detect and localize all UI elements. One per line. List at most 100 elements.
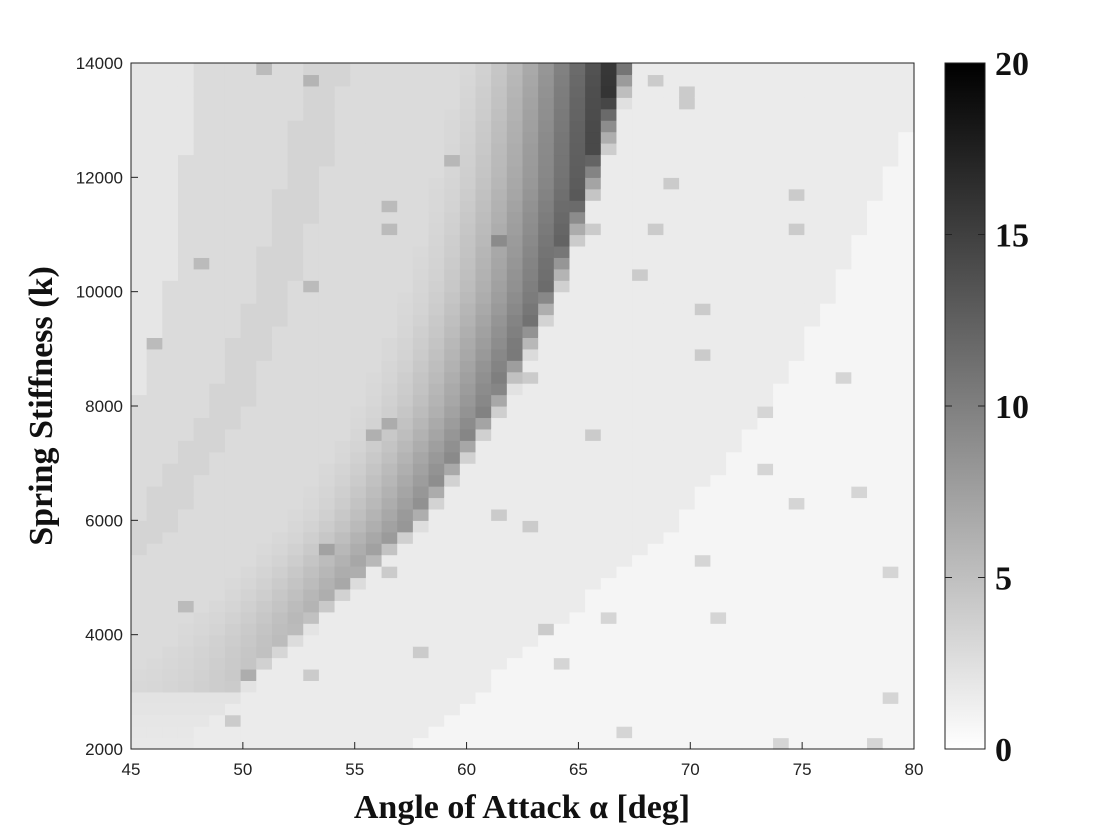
heatmap-cell xyxy=(679,314,696,327)
heatmap-cell xyxy=(491,531,508,544)
heatmap-cell xyxy=(428,737,445,750)
heatmap-cell xyxy=(788,325,805,338)
heatmap-cell xyxy=(240,634,257,647)
heatmap-cell xyxy=(773,520,790,533)
heatmap-cell xyxy=(882,634,899,647)
heatmap-cell xyxy=(851,737,868,750)
heatmap-cell xyxy=(788,577,805,590)
heatmap-cell xyxy=(569,211,586,224)
heatmap-cell xyxy=(600,611,618,624)
heatmap-cell xyxy=(475,257,492,270)
heatmap-cell xyxy=(271,588,289,601)
heatmap-cell xyxy=(131,268,148,281)
heatmap-cell xyxy=(475,497,492,510)
heatmap-cell xyxy=(757,474,774,487)
heatmap-cell xyxy=(365,291,383,304)
heatmap-cell xyxy=(177,188,195,201)
heatmap-cell xyxy=(412,463,430,476)
heatmap-cell xyxy=(334,531,351,544)
heatmap-cell xyxy=(788,634,805,647)
heatmap-cell xyxy=(397,737,414,750)
heatmap-cell xyxy=(726,234,743,247)
heatmap-cell xyxy=(820,280,837,293)
heatmap-cell xyxy=(428,520,445,533)
heatmap-cell xyxy=(616,165,633,178)
heatmap-cell xyxy=(381,165,398,178)
heatmap-cell xyxy=(287,440,304,453)
heatmap-cell xyxy=(428,303,445,316)
heatmap-cell xyxy=(569,371,586,384)
heatmap-cell xyxy=(177,474,195,487)
heatmap-cell xyxy=(773,154,790,167)
heatmap-cell xyxy=(209,371,226,384)
heatmap-cell xyxy=(632,120,649,133)
heatmap-cell xyxy=(741,406,758,419)
heatmap-cell xyxy=(256,108,273,121)
heatmap-cell xyxy=(287,714,304,727)
heatmap-cell xyxy=(553,143,571,156)
heatmap-cell xyxy=(851,268,868,281)
heatmap-cell xyxy=(867,623,884,636)
heatmap-cell xyxy=(334,543,351,556)
heatmap-cell xyxy=(365,623,383,636)
heatmap-cell xyxy=(224,108,242,121)
heatmap-cell xyxy=(851,165,868,178)
heatmap-cell xyxy=(303,314,320,327)
heatmap-cell xyxy=(475,508,492,521)
heatmap-cell xyxy=(726,428,743,441)
heatmap-cell xyxy=(569,108,586,121)
heatmap-cell xyxy=(647,463,665,476)
heatmap-cell xyxy=(804,428,821,441)
heatmap-cell xyxy=(882,703,899,716)
heatmap-cell xyxy=(271,394,289,407)
heatmap-cell xyxy=(350,314,367,327)
heatmap-cell xyxy=(569,280,586,293)
heatmap-cell xyxy=(647,577,665,590)
heatmap-cell xyxy=(835,417,852,430)
heatmap-cell xyxy=(412,646,430,659)
heatmap-cell xyxy=(647,680,665,693)
heatmap-cell xyxy=(146,566,163,579)
heatmap-cell xyxy=(773,497,790,510)
heatmap-cell xyxy=(600,486,618,499)
heatmap-cell xyxy=(475,726,492,739)
heatmap-cell xyxy=(303,97,320,110)
heatmap-cell xyxy=(663,177,680,190)
heatmap-cell xyxy=(741,623,758,636)
heatmap-cell xyxy=(365,371,383,384)
heatmap-cell xyxy=(741,668,758,681)
heatmap-cell xyxy=(757,257,774,270)
heatmap-cell xyxy=(162,120,179,133)
heatmap-cell xyxy=(663,440,680,453)
heatmap-cell xyxy=(726,668,743,681)
heatmap-cell xyxy=(632,726,649,739)
heatmap-cell xyxy=(600,120,618,133)
heatmap-cell xyxy=(162,257,179,270)
heatmap-cell xyxy=(193,657,210,670)
heatmap-cell xyxy=(710,680,727,693)
heatmap-cell xyxy=(820,85,837,98)
heatmap-cell xyxy=(459,74,477,87)
heatmap-cell xyxy=(444,623,461,636)
heatmap-cell xyxy=(538,668,555,681)
heatmap-cell xyxy=(898,428,915,441)
heatmap-cell xyxy=(131,657,148,670)
heatmap-cell xyxy=(397,97,414,110)
heatmap-cell xyxy=(131,406,148,419)
heatmap-cell xyxy=(773,406,790,419)
heatmap-cell xyxy=(303,451,320,464)
heatmap-cell xyxy=(240,714,257,727)
heatmap-cell xyxy=(804,474,821,487)
heatmap-cell xyxy=(867,680,884,693)
heatmap-cell xyxy=(773,337,790,350)
heatmap-cell xyxy=(146,291,163,304)
heatmap-cell xyxy=(694,428,712,441)
heatmap-cell xyxy=(256,600,273,613)
heatmap-cell xyxy=(459,646,477,659)
heatmap-cell xyxy=(177,348,195,361)
heatmap-cell xyxy=(600,97,618,110)
heatmap-cell xyxy=(835,463,852,476)
heatmap-cell xyxy=(209,600,226,613)
heatmap-cell xyxy=(820,143,837,156)
heatmap-cell xyxy=(397,543,414,556)
